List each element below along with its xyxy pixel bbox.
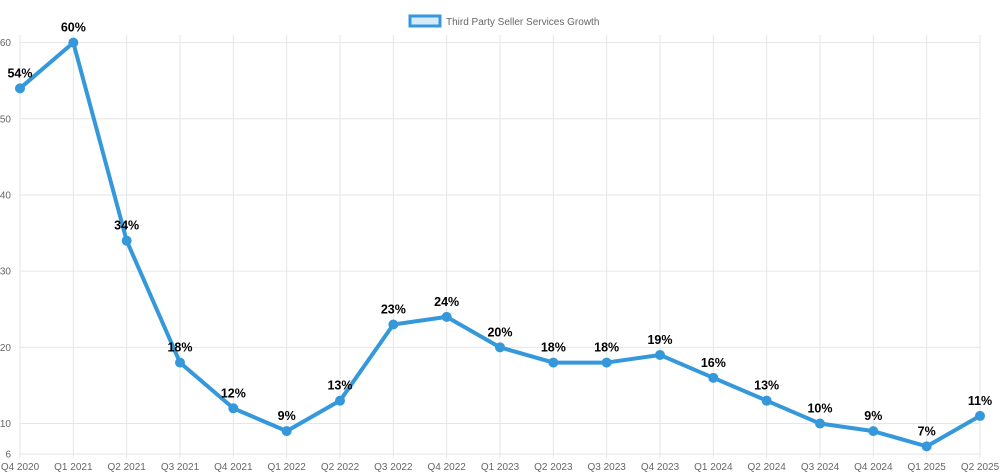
data-label: 20% bbox=[487, 325, 512, 339]
data-label: 9% bbox=[864, 409, 882, 423]
y-tick-label: 6 bbox=[5, 450, 11, 461]
data-label: 60% bbox=[61, 21, 86, 35]
legend[interactable]: Third Party Seller Services Growth bbox=[408, 14, 599, 28]
data-point bbox=[281, 426, 292, 437]
data-label: 18% bbox=[541, 341, 566, 355]
y-axis-ticks: 6 10 20 30 40 50 60 bbox=[0, 38, 11, 460]
data-label: 18% bbox=[167, 341, 192, 355]
x-tick-label: Q3 2024 bbox=[801, 462, 840, 473]
x-axis-ticks: Q4 2020 Q1 2021 Q2 2021 Q3 2021 Q4 2021 Q1 20… bbox=[1, 462, 1000, 473]
data-label: 23% bbox=[381, 302, 406, 316]
data-point bbox=[868, 426, 879, 437]
x-tick-label: Q4 2022 bbox=[427, 462, 466, 473]
data-point bbox=[441, 311, 452, 322]
x-tick-label: Q1 2022 bbox=[267, 462, 306, 473]
data-point bbox=[175, 357, 185, 368]
data-point bbox=[495, 342, 505, 353]
x-tick-label: Q3 2021 bbox=[161, 462, 200, 473]
legend-label[interactable]: Third Party Seller Services Growth bbox=[446, 17, 599, 28]
y-tick-label: 20 bbox=[0, 343, 11, 354]
data-point bbox=[921, 441, 932, 452]
x-tick-label: Q3 2022 bbox=[374, 462, 413, 473]
data-point bbox=[68, 37, 79, 48]
x-tick-label: Q4 2021 bbox=[214, 462, 253, 473]
x-tick-label: Q4 2023 bbox=[641, 462, 680, 473]
legend-swatch[interactable] bbox=[408, 14, 442, 28]
x-tick-label: Q1 2024 bbox=[694, 462, 733, 473]
x-tick-label: Q4 2024 bbox=[854, 462, 893, 473]
x-tick-label: Q4 2020 bbox=[1, 462, 40, 473]
x-tick-label: Q2 2021 bbox=[107, 462, 146, 473]
x-tick-label: Q1 2025 bbox=[907, 462, 946, 473]
data-label: 54% bbox=[7, 66, 32, 80]
y-tick-label: 40 bbox=[0, 190, 11, 201]
grid-layer bbox=[19, 35, 981, 458]
data-label: 34% bbox=[114, 219, 139, 233]
data-label: 10% bbox=[807, 402, 832, 416]
data-point bbox=[708, 372, 719, 383]
data-point bbox=[975, 410, 985, 421]
data-point bbox=[335, 395, 345, 406]
data-label: 19% bbox=[647, 333, 672, 347]
data-label: 16% bbox=[701, 356, 726, 370]
data-label: 13% bbox=[754, 379, 779, 393]
data-point bbox=[121, 235, 132, 246]
x-tick-label: Q3 2023 bbox=[587, 462, 626, 473]
x-tick-label: Q2 2024 bbox=[747, 462, 786, 473]
data-point bbox=[655, 349, 665, 360]
y-tick-label: 60 bbox=[0, 38, 11, 49]
x-tick-label: Q1 2021 bbox=[54, 462, 93, 473]
x-tick-label: Q1 2023 bbox=[481, 462, 520, 473]
data-point bbox=[15, 83, 25, 94]
x-tick-label: Q2 2025 bbox=[961, 462, 1000, 473]
y-tick-label: 50 bbox=[0, 114, 11, 125]
data-point bbox=[601, 357, 612, 368]
data-label: 12% bbox=[221, 386, 246, 400]
data-point bbox=[815, 418, 825, 429]
y-tick-label: 10 bbox=[0, 419, 11, 430]
data-label: 9% bbox=[278, 409, 296, 423]
data-label: 11% bbox=[968, 394, 992, 408]
y-tick-label: 30 bbox=[0, 267, 11, 278]
x-tick-label: Q2 2022 bbox=[321, 462, 360, 473]
data-labels: 54% 60% 34% 18% 12% 9% 13% 23% 24% 20% 18% 18% 19% 16… bbox=[7, 21, 992, 439]
data-label: 13% bbox=[327, 379, 352, 393]
data-points bbox=[15, 37, 985, 452]
data-point bbox=[228, 403, 239, 414]
data-point bbox=[388, 319, 399, 330]
x-tick-label: Q2 2023 bbox=[534, 462, 573, 473]
data-label: 18% bbox=[594, 341, 619, 355]
data-label: 7% bbox=[918, 424, 936, 438]
data-point bbox=[548, 357, 559, 368]
data-label: 24% bbox=[434, 295, 459, 309]
data-point bbox=[761, 395, 772, 406]
